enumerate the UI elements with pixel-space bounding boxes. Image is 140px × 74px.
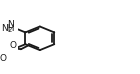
Text: O: O [0,54,6,63]
Text: 2: 2 [8,27,12,33]
Text: NH: NH [1,24,15,33]
Text: N: N [8,20,14,29]
Text: O: O [10,41,17,50]
